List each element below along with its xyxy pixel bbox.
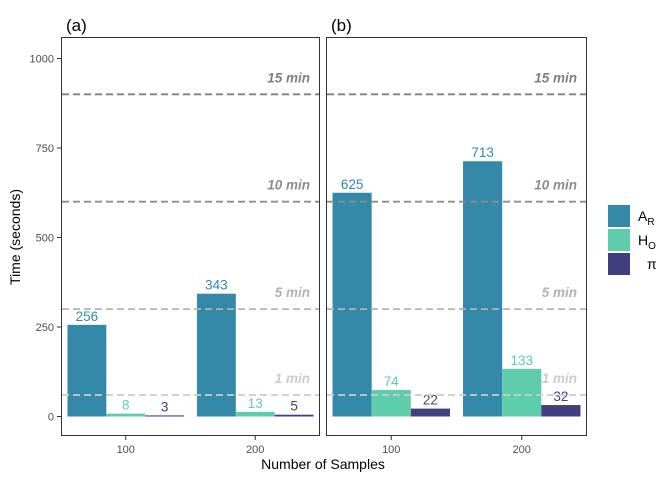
panel-b: (b) 625 74 22 100 713 133 32 200 1 min 5 min 10 min… (326, 16, 587, 456)
bar-AR-200 (463, 161, 503, 417)
x-tick-label: 200 (246, 444, 264, 456)
legend-label-main: π (647, 256, 657, 272)
legend-label-main: A (638, 208, 648, 224)
bar-data-label: 625 (341, 177, 364, 192)
x-axis-title: Number of Samples (261, 456, 385, 472)
legend-key-HO (608, 229, 630, 251)
bar-data-label: 5 (290, 399, 298, 414)
legend-key-pi (608, 253, 630, 275)
bar-HO-100 (106, 413, 146, 417)
bar-HO-200 (502, 368, 542, 417)
legend-label-HO: HO (638, 232, 656, 252)
reference-line-label: 5 min (275, 285, 310, 300)
reference-line-label: 10 min (267, 178, 310, 193)
x-tick-label: 200 (513, 444, 531, 456)
legend-label-subscript: R (647, 217, 654, 228)
reference-line-label: 5 min (542, 285, 577, 300)
y-axis-title: Time (seconds) (7, 189, 23, 285)
x-tick-label: 100 (117, 444, 135, 456)
bar-data-label: 22 (423, 393, 438, 408)
bar-data-label: 713 (471, 145, 494, 160)
x-tick-label: 100 (382, 444, 400, 456)
reference-line-label: 1 min (275, 371, 310, 386)
bar-data-label: 256 (76, 309, 99, 324)
panel-label: (b) (331, 16, 352, 35)
panel-label: (a) (66, 16, 87, 35)
y-tick-label: 250 (36, 322, 54, 334)
bar-pi-200 (541, 405, 581, 417)
bar-data-label: 74 (384, 374, 400, 389)
bar-AR-200 (196, 293, 236, 417)
bar-data-label: 3 (161, 399, 169, 414)
bar-AR-100 (332, 192, 372, 417)
y-tick-label: 750 (36, 143, 54, 155)
bar-pi-100 (145, 415, 185, 417)
bar-data-label: 13 (248, 396, 263, 411)
reference-line-label: 15 min (534, 70, 577, 85)
legend-label-main: H (638, 232, 648, 248)
reference-line-label: 15 min (267, 70, 310, 85)
y-tick-label: 1000 (30, 54, 54, 66)
legend-label-pi: π (647, 256, 657, 272)
bar-data-label: 32 (553, 389, 568, 404)
reference-line-label: 1 min (542, 371, 577, 386)
y-axis: 0 250 500 750 1000 (30, 54, 61, 424)
panel-a: (a) 256 8 3 100 343 13 5 200 1 min 5 min 10 min 15 m… (61, 16, 320, 456)
legend-key-AR (608, 205, 630, 227)
bar-pi-200 (274, 414, 314, 417)
bar-pi-100 (410, 408, 450, 417)
bar-AR-100 (67, 324, 107, 417)
legend-label-subscript: O (648, 241, 656, 252)
y-tick-label: 0 (48, 412, 54, 424)
y-tick-label: 500 (36, 233, 54, 245)
bar-data-label: 133 (510, 353, 533, 368)
reference-line-label: 10 min (534, 178, 577, 193)
bar-data-label: 343 (205, 278, 228, 293)
legend-label-AR: AR (638, 208, 655, 228)
bar-data-label: 8 (122, 398, 130, 413)
panels: (a) 256 8 3 100 343 13 5 200 1 min 5 min 10 min 15 m… (61, 16, 587, 456)
bar-HO-200 (235, 411, 275, 417)
bar-HO-100 (371, 390, 411, 417)
